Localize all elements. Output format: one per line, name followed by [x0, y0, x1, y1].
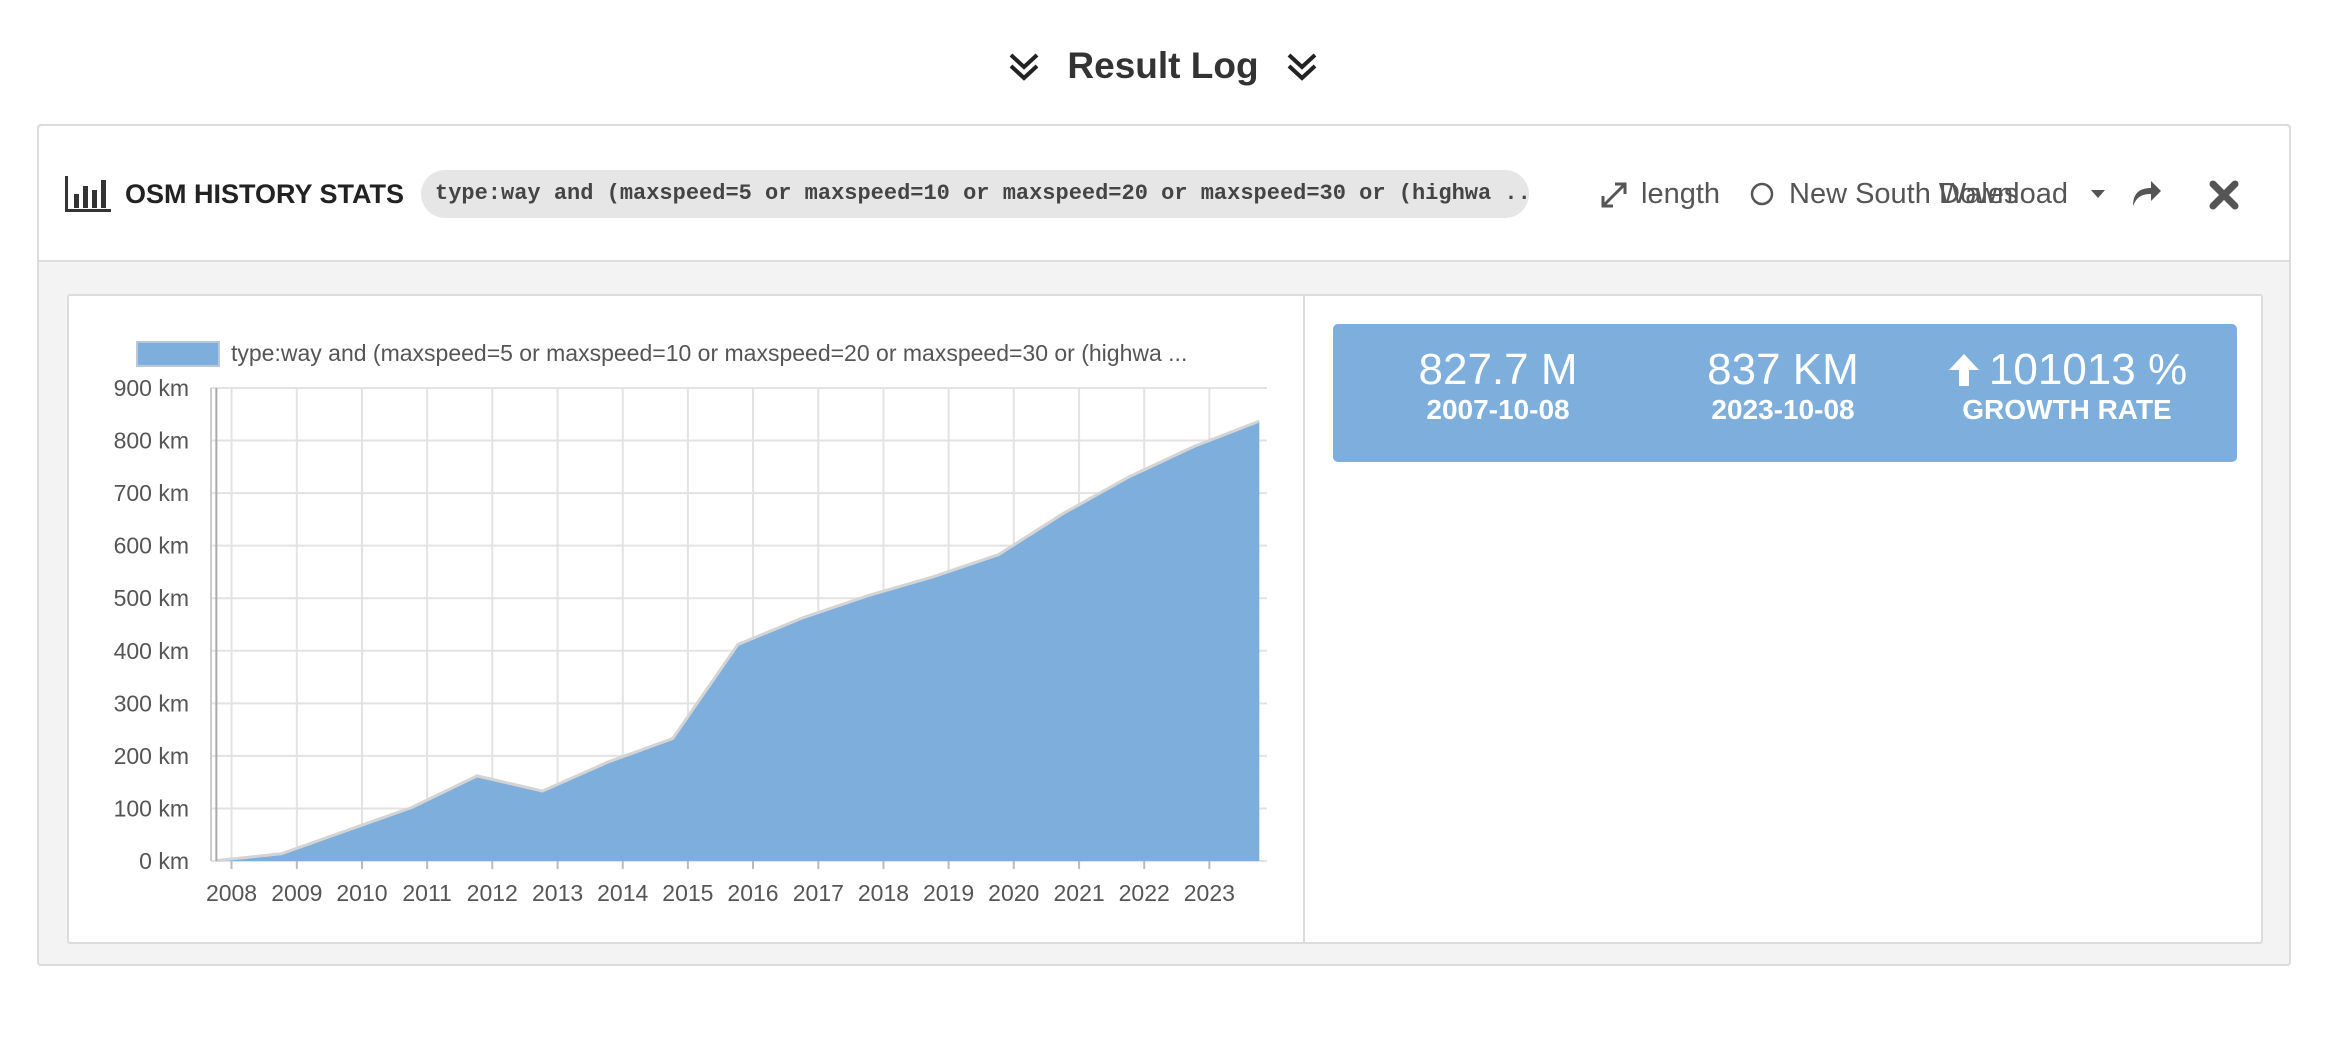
end-stat: 837 KM 2023-10-08	[1633, 346, 1933, 426]
x-tick-label: 2009	[271, 880, 322, 906]
x-tick-label: 2021	[1053, 880, 1104, 906]
start-date: 2007-10-08	[1426, 394, 1570, 425]
panel-title: OSM HISTORY STATS	[125, 179, 405, 209]
y-tick-label: 500 km	[114, 585, 189, 611]
y-tick-label: 400 km	[114, 638, 189, 664]
download-button[interactable]: Download	[1939, 178, 2068, 210]
radio-icon[interactable]	[1749, 181, 1775, 207]
y-tick-label: 0 km	[139, 848, 189, 874]
x-tick-label: 2023	[1184, 880, 1235, 906]
double-chevron-down-icon[interactable]	[1007, 49, 1041, 83]
x-tick-label: 2013	[532, 880, 583, 906]
x-tick-label: 2014	[597, 880, 648, 906]
x-tick-label: 2010	[336, 880, 387, 906]
x-tick-label: 2011	[402, 880, 451, 906]
x-tick-label: 2018	[858, 880, 909, 906]
start-value: 827.7 M	[1418, 345, 1578, 394]
measure-label[interactable]: length	[1641, 178, 1721, 210]
y-tick-label: 700 km	[114, 480, 189, 506]
result-content: 2008 2009 2010 2011 2012 2013 2014 2015 2016 2017…	[67, 294, 2263, 944]
area-series-line	[216, 419, 1260, 863]
stats-box: 827.7 M 2007-10-08 837 KM 2023-10-08 101…	[1333, 324, 2237, 462]
bar-chart-icon	[65, 176, 111, 212]
arrow-up-icon	[1948, 354, 1979, 386]
region-label[interactable]: New South Wales	[1789, 178, 2019, 210]
x-tick-label: 2022	[1119, 880, 1170, 906]
y-tick-label: 800 km	[114, 428, 189, 454]
double-chevron-down-icon[interactable]	[1285, 49, 1319, 83]
caret-down-icon[interactable]	[2089, 188, 2107, 200]
growth-label: GROWTH RATE	[1962, 394, 2172, 425]
end-value: 837 KM	[1707, 345, 1859, 394]
expand-icon[interactable]	[1599, 180, 1629, 210]
x-tick-label: 2016	[727, 880, 778, 906]
growth-line: 101013 %	[1917, 346, 2217, 394]
area-chart: 2008 2009 2010 2011 2012 2013 2014 2015 2016 2017…	[114, 340, 1267, 906]
result-toolbar: OSM HISTORY STATS type:way and (maxspeed…	[39, 126, 2289, 262]
result-panel: OSM HISTORY STATS type:way and (maxspeed…	[37, 124, 2291, 966]
legend-swatch[interactable]	[136, 341, 220, 367]
result-log-header: Result Log	[0, 36, 2326, 96]
growth-stat: 101013 % GROWTH RATE	[1917, 346, 2217, 426]
start-stat: 827.7 M 2007-10-08	[1348, 346, 1648, 426]
x-tick-label: 2012	[467, 880, 518, 906]
close-icon[interactable]	[2207, 178, 2241, 212]
x-tick-label: 2017	[793, 880, 844, 906]
y-tick-label: 900 km	[114, 375, 189, 401]
query-pill[interactable]: type:way and (maxspeed=5 or maxspeed=10 …	[421, 170, 1529, 218]
panel-divider	[1303, 296, 1305, 942]
y-tick-label: 100 km	[114, 795, 189, 821]
legend-label[interactable]: type:way and (maxspeed=5 or maxspeed=10 …	[231, 340, 1187, 366]
x-tick-label: 2008	[206, 880, 257, 906]
y-tick-label: 600 km	[114, 533, 189, 559]
end-date: 2023-10-08	[1711, 394, 1855, 425]
x-tick-label: 2020	[988, 880, 1039, 906]
x-tick-label: 2015	[662, 880, 713, 906]
growth-value: 101013 %	[1988, 345, 2188, 394]
x-tick-label: 2019	[923, 880, 974, 906]
share-icon[interactable]	[2129, 178, 2163, 208]
area-fill[interactable]	[216, 421, 1260, 861]
result-log-title: Result Log	[1067, 45, 1259, 86]
y-tick-label: 300 km	[114, 690, 189, 716]
y-tick-label: 200 km	[114, 743, 189, 769]
